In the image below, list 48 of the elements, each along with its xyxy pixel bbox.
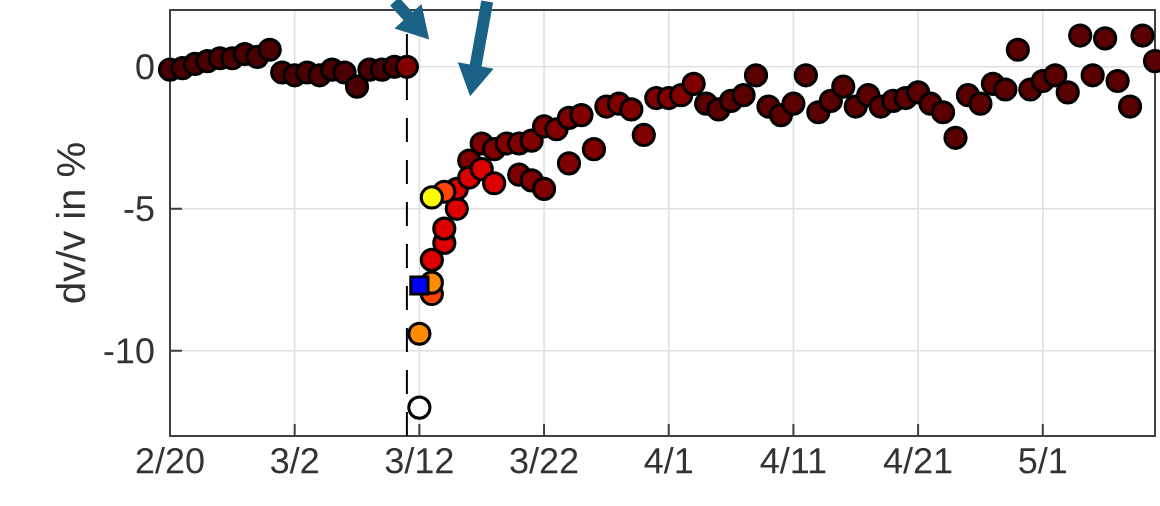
point xyxy=(394,54,419,79)
point xyxy=(793,63,818,88)
point xyxy=(631,122,656,148)
point xyxy=(407,321,432,346)
point xyxy=(968,91,993,116)
point xyxy=(482,171,507,196)
point xyxy=(1068,23,1093,48)
point xyxy=(469,156,494,182)
point xyxy=(1043,63,1068,88)
x-tick-label: 3/12 xyxy=(385,447,453,474)
point xyxy=(519,128,544,153)
point xyxy=(930,100,956,125)
point xyxy=(619,97,644,122)
x-tick-label: 4/1 xyxy=(644,447,692,474)
point xyxy=(556,151,582,176)
x-tick-label: 3/2 xyxy=(271,447,318,474)
point xyxy=(531,176,557,202)
point xyxy=(407,395,432,420)
x-tick-label: 4/21 xyxy=(883,447,952,474)
point xyxy=(432,216,457,241)
point xyxy=(419,185,444,210)
point xyxy=(569,102,594,128)
point xyxy=(993,77,1018,102)
x-tick-label: 4/11 xyxy=(760,447,826,474)
point xyxy=(1117,94,1143,119)
point xyxy=(409,275,430,296)
point xyxy=(1130,23,1155,48)
point xyxy=(943,125,968,150)
point xyxy=(1093,26,1118,51)
point xyxy=(1105,68,1130,94)
point xyxy=(681,71,706,96)
y-tick-label: 0 xyxy=(136,54,154,80)
point xyxy=(581,137,607,162)
point xyxy=(1055,80,1080,105)
point xyxy=(1005,37,1030,62)
point xyxy=(731,83,756,108)
x-tick-label: 2/20 xyxy=(136,447,204,474)
x-tick-label: 3/22 xyxy=(510,447,578,474)
point xyxy=(344,74,370,99)
y-tick-label: -10 xyxy=(104,338,154,364)
x-tick-label: 5/1 xyxy=(1019,447,1067,474)
y-axis-title: dv/v in % xyxy=(55,143,86,303)
y-tick-label: -5 xyxy=(124,196,154,222)
point xyxy=(831,74,856,99)
point xyxy=(781,91,806,116)
point xyxy=(743,63,769,88)
point xyxy=(1080,63,1105,88)
point xyxy=(419,247,444,273)
